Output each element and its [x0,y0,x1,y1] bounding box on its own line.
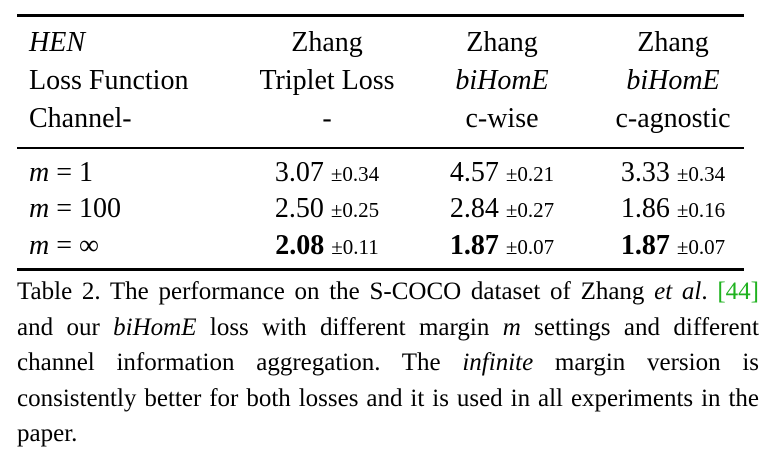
table-cell: 1.87 ±0.07 [449,230,555,261]
header-cell: biHomE [626,65,720,96]
header-cell: Triplet Loss [259,65,395,96]
table-cell: 4.57 ±0.21 [449,157,555,188]
citation-link[interactable]: [44] [717,278,759,305]
table-bottom-rule [17,268,744,271]
margin-label: m = ∞ [29,230,99,261]
header-cell: HEN [29,27,85,58]
table-header-row: Loss Function Triplet Loss biHomE biHomE [17,62,744,100]
table-caption: Table 2. The performance on the S-COCO d… [17,278,760,447]
table-cell: 2.50 ±0.25 [274,193,380,224]
table-cell: 1.86 ±0.16 [620,193,726,224]
margin-label: m = 1 [29,157,94,188]
table-mid-rule [17,147,744,149]
table-cell: 3.33 ±0.34 [620,157,726,188]
header-cell: c-agnostic [615,103,731,134]
table-header-row: Channel- - c-wise c-agnostic [17,100,744,138]
table-cell: 3.07 ±0.34 [274,157,380,188]
table-row: m = 1 3.07 ±0.34 4.57 ±0.21 3.33 ±0.34 [17,154,744,192]
header-cell: Zhang [466,27,538,58]
table-cell: 2.84 ±0.27 [449,193,555,224]
table-cell: 1.87 ±0.07 [620,230,726,261]
header-cell: Zhang [637,27,709,58]
table-row: m = ∞ 2.08 ±0.11 1.87 ±0.07 1.87 ±0.07 [17,227,744,265]
table-top-rule [17,14,744,17]
table-row: m = 100 2.50 ±0.25 2.84 ±0.27 1.86 ±0.16 [17,190,744,228]
margin-label: m = 100 [29,193,122,224]
header-cell: Channel- [29,103,132,134]
header-cell: c-wise [465,103,539,134]
header-cell: - [322,103,332,134]
header-cell: Loss Function [29,65,189,96]
header-cell: biHomE [455,65,549,96]
table-cell: 2.08 ±0.11 [275,230,379,261]
table-header-row: HEN Zhang Zhang Zhang [17,24,744,62]
header-cell: Zhang [291,27,363,58]
